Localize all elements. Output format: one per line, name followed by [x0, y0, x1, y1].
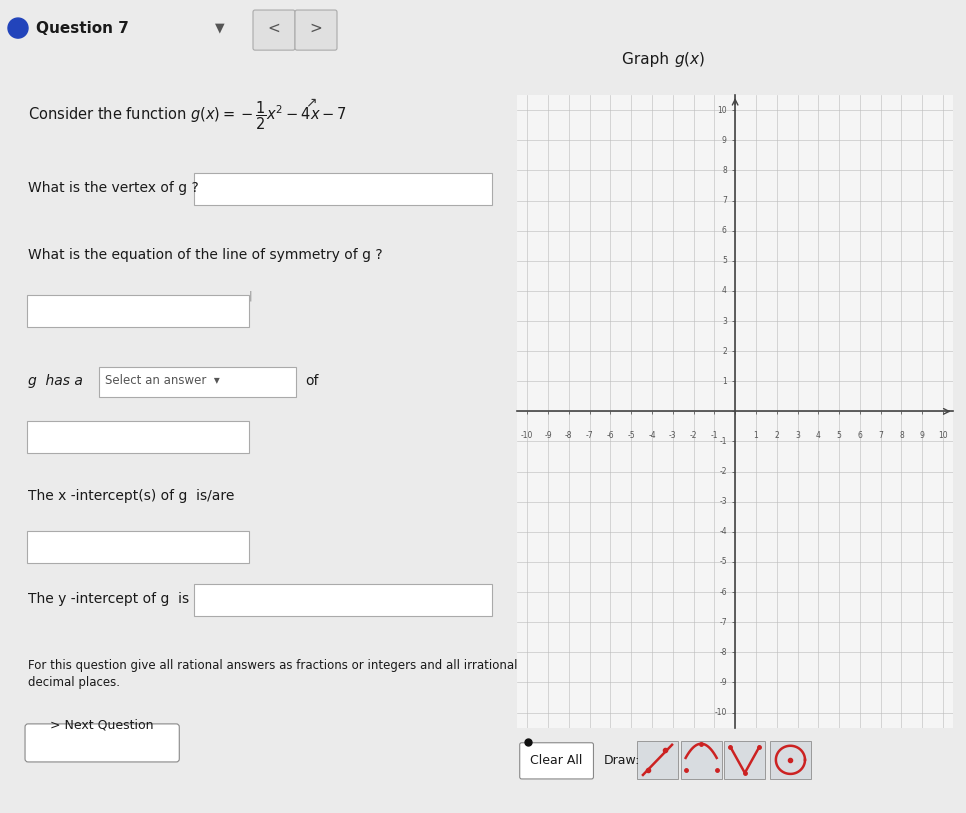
FancyBboxPatch shape — [194, 584, 492, 615]
Text: 5: 5 — [722, 256, 726, 265]
Text: 6: 6 — [858, 431, 863, 440]
Text: -8: -8 — [720, 648, 726, 657]
Text: 9: 9 — [722, 136, 726, 145]
FancyBboxPatch shape — [27, 295, 249, 328]
Text: What is the vertex of g ?: What is the vertex of g ? — [28, 181, 199, 195]
Text: -1: -1 — [720, 437, 726, 446]
Text: -2: -2 — [690, 431, 697, 440]
Text: -6: -6 — [607, 431, 614, 440]
Text: -10: -10 — [521, 431, 533, 440]
Text: -7: -7 — [719, 618, 726, 627]
Text: -10: -10 — [715, 708, 726, 717]
FancyBboxPatch shape — [99, 367, 297, 397]
Text: 2: 2 — [775, 431, 780, 440]
Circle shape — [8, 18, 28, 38]
Text: -6: -6 — [719, 588, 726, 597]
Text: What is the equation of the line of symmetry of g ?: What is the equation of the line of symm… — [28, 249, 383, 263]
Text: $g(x)$: $g(x)$ — [674, 50, 705, 69]
Text: |: | — [248, 290, 252, 301]
Text: -3: -3 — [668, 431, 676, 440]
Text: 1: 1 — [753, 431, 758, 440]
FancyBboxPatch shape — [295, 10, 337, 50]
Text: 2: 2 — [722, 346, 726, 355]
Text: Clear All: Clear All — [530, 754, 582, 767]
Text: -2: -2 — [720, 467, 726, 476]
FancyBboxPatch shape — [194, 173, 492, 206]
FancyBboxPatch shape — [27, 420, 249, 453]
Text: of: of — [305, 373, 319, 388]
Text: -9: -9 — [544, 431, 552, 440]
Text: The y -intercept of g  is: The y -intercept of g is — [28, 592, 189, 606]
FancyBboxPatch shape — [724, 741, 765, 779]
Text: 4: 4 — [722, 286, 726, 295]
Text: -5: -5 — [627, 431, 635, 440]
FancyBboxPatch shape — [25, 724, 180, 762]
Text: 8: 8 — [722, 166, 726, 175]
Text: 6: 6 — [722, 226, 726, 235]
Text: -5: -5 — [719, 558, 726, 567]
Text: 8: 8 — [899, 431, 904, 440]
Text: <: < — [268, 20, 280, 36]
Text: -4: -4 — [719, 528, 726, 537]
Text: -9: -9 — [719, 678, 726, 687]
Text: ▼: ▼ — [215, 22, 225, 35]
Text: 10: 10 — [717, 106, 726, 115]
Text: > Next Question: > Next Question — [50, 719, 154, 732]
Text: Select an answer  ▾: Select an answer ▾ — [105, 374, 220, 387]
Text: 3: 3 — [722, 316, 726, 325]
Text: -8: -8 — [565, 431, 573, 440]
Text: For this question give all rational answers as fractions or integers and all irr: For this question give all rational answ… — [28, 659, 650, 672]
Text: -1: -1 — [711, 431, 718, 440]
Text: Draw:: Draw: — [604, 754, 640, 767]
Text: 3: 3 — [795, 431, 800, 440]
Text: g  has a: g has a — [28, 373, 83, 388]
Text: 5: 5 — [837, 431, 841, 440]
Text: Consider the function $g(x) = -\dfrac{1}{2}x^2 - 4x - 7$: Consider the function $g(x) = -\dfrac{1}… — [28, 99, 347, 132]
Text: 1: 1 — [722, 376, 726, 385]
Text: ↗: ↗ — [304, 95, 316, 109]
Text: 9: 9 — [920, 431, 924, 440]
Text: 7: 7 — [722, 196, 726, 205]
Text: decimal places.: decimal places. — [28, 676, 120, 689]
FancyBboxPatch shape — [681, 741, 722, 779]
Text: The x -intercept(s) of g  is/are: The x -intercept(s) of g is/are — [28, 489, 235, 502]
FancyBboxPatch shape — [520, 743, 593, 779]
FancyBboxPatch shape — [253, 10, 295, 50]
Text: >: > — [310, 20, 323, 36]
Text: Question 7: Question 7 — [36, 20, 128, 36]
Text: Graph: Graph — [622, 52, 674, 67]
Text: 4: 4 — [816, 431, 821, 440]
Text: -7: -7 — [585, 431, 593, 440]
Text: 10: 10 — [938, 431, 948, 440]
FancyBboxPatch shape — [638, 741, 678, 779]
FancyBboxPatch shape — [770, 741, 810, 779]
Text: -4: -4 — [648, 431, 656, 440]
Text: -3: -3 — [719, 498, 726, 506]
Text: 7: 7 — [878, 431, 883, 440]
FancyBboxPatch shape — [27, 531, 249, 563]
